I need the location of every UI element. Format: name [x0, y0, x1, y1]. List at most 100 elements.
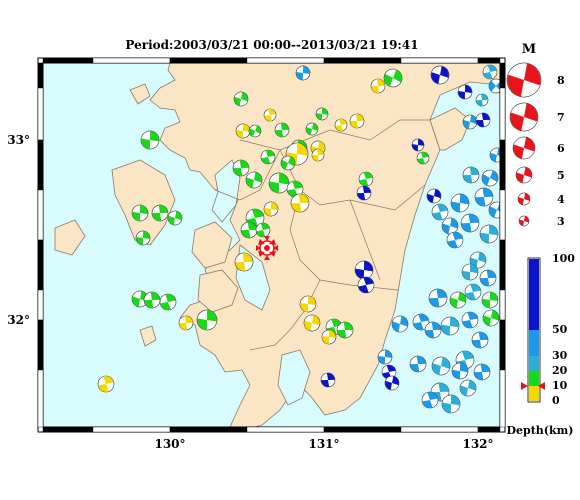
frame-segment [499, 289, 506, 321]
frame-segment [37, 239, 44, 291]
focal-mechanism-75 [321, 329, 337, 345]
focal-mechanism-20 [140, 130, 160, 150]
focal-mechanism-17 [248, 124, 262, 138]
frame-segment [92, 57, 171, 64]
focal-mechanism-13 [334, 118, 348, 132]
focal-mechanism-49 [240, 221, 258, 239]
magnitude-label-6: 6 [557, 142, 565, 155]
focal-mechanism-9 [233, 91, 249, 107]
focal-mechanism-59 [357, 276, 375, 294]
focal-mechanism-62 [131, 290, 149, 308]
focal-mechanism-3 [370, 78, 386, 94]
focal-mechanism-5 [482, 64, 498, 80]
epicenter-marker [256, 236, 278, 260]
focal-mechanism-80 [461, 311, 479, 329]
focal-mechanism-2 [383, 68, 403, 88]
magnitude-legend-ball-3 [518, 215, 530, 227]
magnitude-legend-ball-5 [515, 166, 533, 184]
kyushu-mainland [149, 63, 500, 427]
focal-mechanism-23 [260, 149, 276, 165]
focal-mechanism-39 [356, 185, 372, 201]
focal-mechanism-50 [135, 230, 151, 246]
frame-segment [499, 62, 506, 89]
map-title: Period:2003/03/21 00:00--2013/03/21 19:4… [125, 38, 418, 52]
focal-mechanism-37 [290, 193, 310, 213]
depth-legend: 100 50 30 20 10 0 Depth(km) [507, 252, 576, 437]
depth-title: Depth(km) [507, 424, 574, 437]
focal-mechanism-41 [431, 203, 449, 221]
northwest-islands [54, 219, 86, 256]
magnitude-label-8: 8 [557, 74, 565, 87]
focal-mechanism-38 [263, 201, 279, 217]
focal-mechanism-71 [196, 309, 218, 331]
depth-band-deep1 [529, 356, 539, 371]
focal-mechanism-93 [441, 394, 461, 414]
depth-tick-100: 100 [552, 252, 575, 265]
focal-mechanism-33 [232, 159, 250, 177]
focal-mechanism-77 [412, 313, 430, 331]
focal-mechanism-30 [462, 166, 480, 184]
focal-mechanism-57 [469, 251, 487, 269]
focal-mechanism-25 [280, 155, 296, 171]
magnitude-label-3: 3 [557, 215, 565, 228]
depth-band-deepest [529, 259, 539, 330]
lat-label-33: 33° [7, 133, 30, 147]
magnitude-legend-ball-7 [509, 102, 539, 132]
depth-band-deep2 [529, 330, 539, 356]
focal-mechanism-18 [462, 114, 478, 130]
focal-mechanism-65 [299, 295, 317, 313]
focal-mechanism-32 [358, 171, 374, 187]
focal-mechanism-4 [430, 65, 450, 85]
focal-mechanism-44 [488, 201, 500, 219]
magnitude-legend: M 8 7 6 5 4 3 [506, 42, 565, 228]
focal-mechanism-31 [481, 169, 499, 187]
frame-segment [499, 87, 506, 141]
frame-segment [246, 57, 325, 64]
focal-mechanism-42 [450, 193, 470, 213]
focal-mechanism-90 [384, 375, 400, 391]
focal-mechanism-11 [315, 107, 329, 121]
iki-island [129, 83, 151, 105]
frame-segment [499, 139, 506, 191]
frame-segment [37, 289, 44, 321]
koshiki-islands [139, 325, 157, 347]
focal-mechanism-52 [441, 217, 459, 235]
focal-mechanism-61 [461, 263, 479, 281]
focal-mechanism-91 [97, 375, 115, 393]
depth-band-mid [529, 371, 539, 386]
focal-mechanism-40 [426, 188, 442, 204]
focal-mechanism-54 [479, 224, 499, 244]
frame-segment [400, 426, 479, 433]
focal-mechanism-10 [263, 108, 277, 122]
focal-mechanism-83 [377, 349, 393, 365]
magnitude-header: M [522, 42, 536, 57]
frame-segment [37, 87, 44, 141]
focal-mechanism-1 [295, 65, 311, 81]
frame-segment [37, 189, 44, 241]
depth-tick-50: 50 [552, 323, 568, 336]
focal-mechanism-36 [286, 180, 304, 198]
focal-mechanism-70 [178, 315, 194, 331]
focal-mechanism-88 [451, 362, 469, 380]
focal-mechanism-95 [459, 379, 477, 397]
magnitude-label-7: 7 [557, 111, 565, 124]
depth-tick-0: 0 [552, 394, 560, 407]
magnitude-legend-ball-6 [512, 136, 536, 160]
frame-segment [323, 426, 402, 433]
focal-mechanism-29 [489, 147, 500, 163]
focal-mechanism-7 [457, 84, 473, 100]
magnitude-label-4: 4 [557, 193, 565, 206]
nagasaki-peninsula [111, 159, 176, 246]
frame-segment [37, 369, 44, 428]
kagoshima-bay [277, 349, 311, 406]
focal-mechanisms [97, 64, 500, 414]
depth-tick-30: 30 [552, 349, 568, 362]
focal-mechanism-81 [482, 309, 500, 327]
focal-mechanism-89 [320, 372, 336, 388]
focal-mechanism-27 [411, 138, 425, 152]
focal-mechanism-74 [336, 321, 354, 339]
frame-segment [37, 139, 44, 191]
depth-band-shallow [529, 386, 539, 401]
depth-tick-20: 20 [552, 364, 568, 377]
